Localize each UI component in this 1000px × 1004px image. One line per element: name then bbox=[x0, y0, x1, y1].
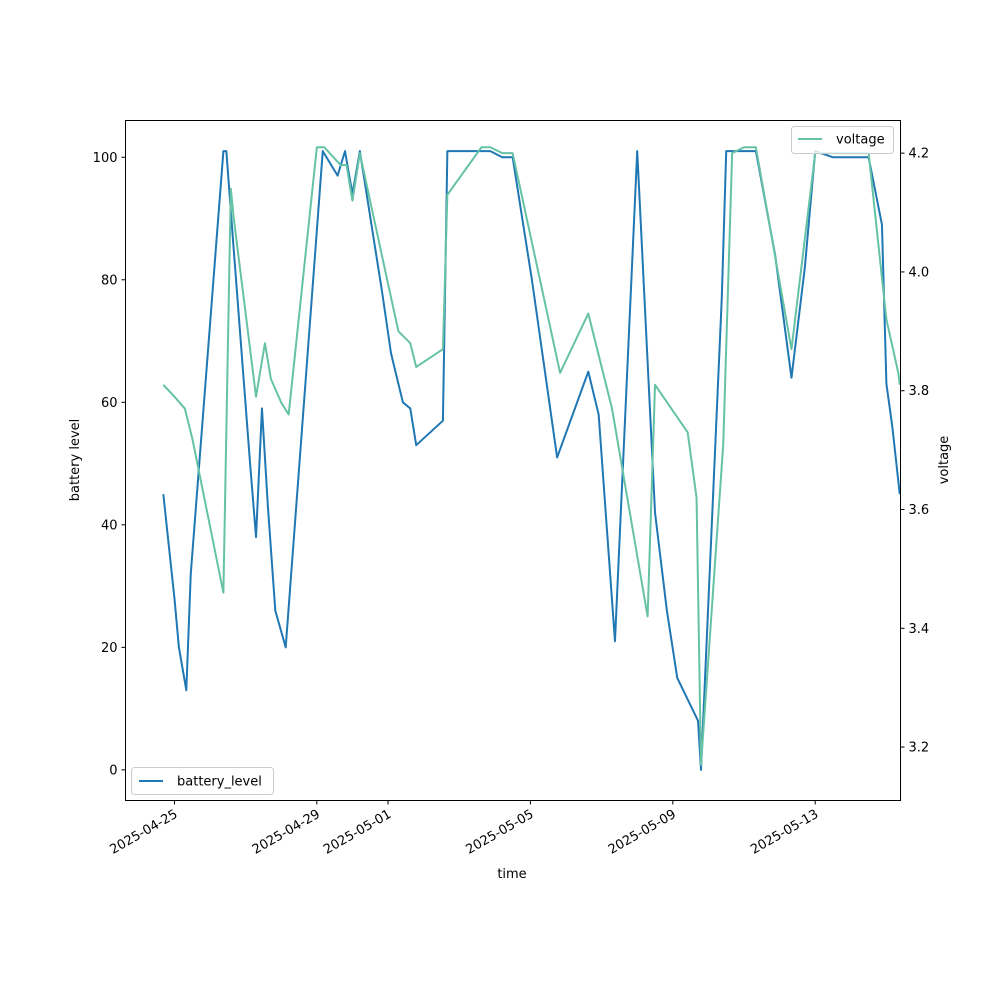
left-y-tick-label: 40 bbox=[101, 518, 118, 533]
left-y-tick-label: 60 bbox=[101, 396, 118, 411]
legend-box bbox=[791, 126, 894, 154]
x-tick-label: 2025-05-05 bbox=[463, 807, 536, 858]
series-lines bbox=[162, 146, 901, 771]
left-y-tick-label: 80 bbox=[101, 273, 118, 288]
right-y-axis-title: voltage bbox=[937, 436, 952, 485]
legend-battery-level: battery_level bbox=[131, 767, 274, 795]
x-tick-label: 2025-05-13 bbox=[748, 807, 821, 858]
right-y-tick-label: 3.6 bbox=[909, 503, 930, 518]
series-line-voltage bbox=[162, 146, 901, 766]
legend-box bbox=[131, 767, 274, 795]
left-y-tick-label: 100 bbox=[93, 151, 118, 166]
x-tick-label: 2025-04-29 bbox=[250, 807, 323, 858]
x-tick-label: 2025-04-25 bbox=[108, 807, 181, 858]
x-tick-label: 2025-05-09 bbox=[606, 807, 679, 858]
right-y-tick-label: 3.8 bbox=[909, 384, 930, 399]
left-y-axis-title: battery level bbox=[68, 419, 83, 502]
x-axis-title: time bbox=[497, 867, 526, 882]
legend-label-battery-level: battery_level bbox=[177, 775, 262, 790]
legend-label-voltage: voltage bbox=[836, 133, 885, 148]
left-y-axis: 0 20 40 60 80 100 bbox=[93, 151, 126, 778]
left-y-tick-label: 0 bbox=[109, 763, 117, 778]
legend-voltage: voltage bbox=[791, 126, 894, 154]
right-y-tick-label: 4.0 bbox=[909, 265, 930, 280]
right-y-axis: 3.2 3.4 3.6 3.8 4.0 4.2 bbox=[900, 147, 930, 756]
left-y-tick-label: 20 bbox=[101, 641, 118, 656]
right-y-tick-label: 3.2 bbox=[909, 741, 930, 756]
series-line-battery-level bbox=[162, 150, 901, 771]
plot-frame bbox=[125, 120, 901, 801]
right-y-tick-label: 3.4 bbox=[909, 622, 930, 637]
right-y-tick-label: 4.2 bbox=[909, 147, 930, 162]
x-tick-label: 2025-05-01 bbox=[321, 807, 394, 858]
